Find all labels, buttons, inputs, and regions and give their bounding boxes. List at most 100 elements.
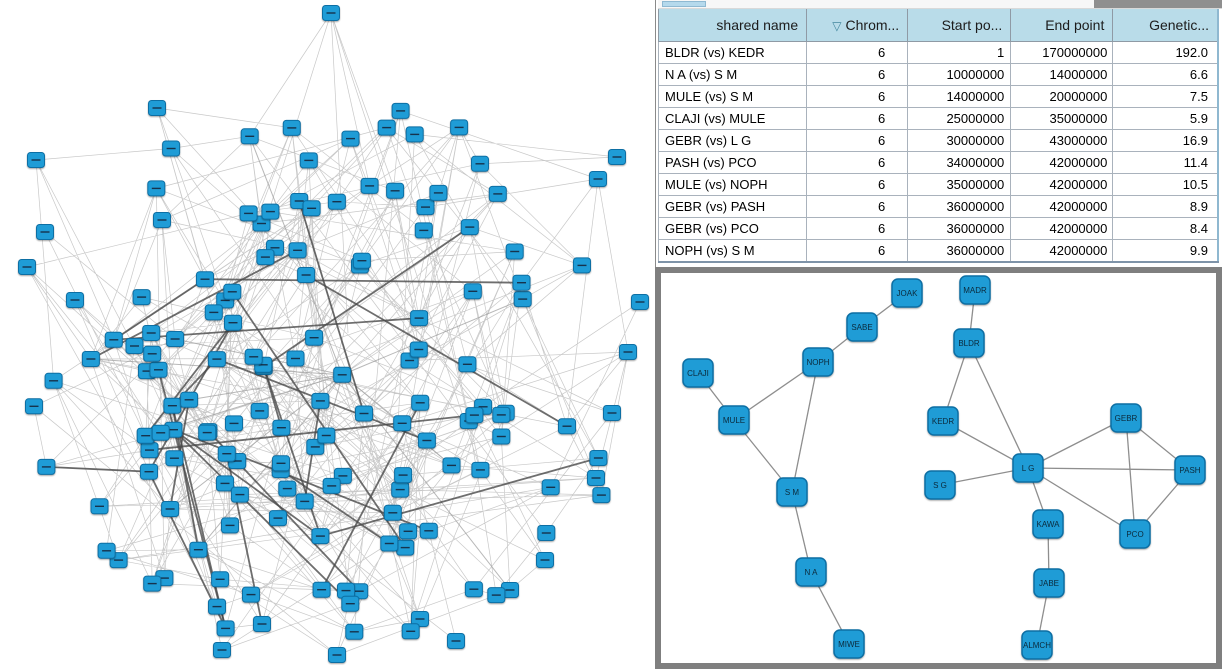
overview-node[interactable] <box>66 292 84 308</box>
overview-node[interactable] <box>488 185 507 202</box>
column-header-end_point[interactable]: End point <box>1010 8 1114 42</box>
overview-node[interactable] <box>282 119 301 136</box>
cell-start_point[interactable]: 36000000 <box>907 217 1012 240</box>
overview-node[interactable] <box>225 415 243 432</box>
table-row[interactable]: PASH (vs) PCO 6 34000000 42000000 11.4 <box>657 151 1219 174</box>
overview-node[interactable] <box>442 457 461 474</box>
overview-node[interactable] <box>587 470 605 486</box>
overview-node[interactable] <box>393 415 412 432</box>
subnetwork-node-MIWE[interactable]: MIWE <box>833 629 865 659</box>
overview-node[interactable] <box>492 406 511 423</box>
overview-node[interactable] <box>140 463 158 480</box>
overview-node[interactable] <box>460 219 479 236</box>
cell-shared_name[interactable]: BLDR (vs) KEDR <box>657 41 808 64</box>
overview-node[interactable] <box>333 366 352 383</box>
cell-genetic[interactable]: 10.5 <box>1112 173 1219 196</box>
overview-node[interactable] <box>162 140 181 157</box>
subnetwork-node-N A[interactable]: N A <box>795 557 827 587</box>
overview-node[interactable] <box>198 424 217 441</box>
cell-shared_name[interactable]: MULE (vs) S M <box>657 85 808 108</box>
overview-node[interactable] <box>341 595 360 612</box>
overview-node[interactable] <box>541 479 560 496</box>
overview-edge[interactable] <box>172 428 321 537</box>
overview-edge[interactable] <box>145 322 234 437</box>
overview-node[interactable] <box>180 391 199 408</box>
subnetwork-node-CLAJI[interactable]: CLAJI <box>682 358 714 388</box>
overview-node[interactable] <box>464 581 483 598</box>
subnetwork-node-SABE[interactable]: SABE <box>846 312 878 342</box>
overview-node[interactable] <box>311 528 330 545</box>
cell-chromosome[interactable]: 6 <box>806 217 909 240</box>
subnetwork-node-ALMCH[interactable]: ALMCH <box>1021 630 1053 660</box>
overview-node[interactable] <box>505 243 524 260</box>
subnetwork-node-JABE[interactable]: JABE <box>1033 568 1065 598</box>
table-row[interactable]: N A (vs) S M 6 10000000 14000000 6.6 <box>657 63 1219 86</box>
cell-start_point[interactable]: 34000000 <box>907 151 1012 174</box>
cell-end_point[interactable]: 20000000 <box>1010 85 1114 108</box>
overview-edge[interactable] <box>305 274 568 428</box>
overview-node[interactable] <box>414 222 433 239</box>
cell-chromosome[interactable]: 6 <box>806 151 909 174</box>
table-row[interactable]: GEBR (vs) L G 6 30000000 43000000 16.9 <box>657 129 1219 152</box>
overview-edge[interactable] <box>113 278 206 341</box>
overview-node[interactable] <box>216 620 235 637</box>
overview-node[interactable] <box>352 252 371 269</box>
overview-edge[interactable] <box>298 200 365 414</box>
subnetwork-node-BLDR[interactable]: BLDR <box>953 328 985 358</box>
table-row[interactable]: GEBR (vs) PCO 6 36000000 42000000 8.4 <box>657 217 1219 240</box>
overview-node[interactable] <box>44 372 63 389</box>
cell-genetic[interactable]: 192.0 <box>1112 41 1219 64</box>
overview-node[interactable] <box>450 119 469 136</box>
overview-node[interactable] <box>37 458 56 475</box>
subnetwork-edge-L G-PASH[interactable] <box>1027 467 1191 471</box>
overview-node[interactable] <box>573 257 591 274</box>
overview-edge[interactable] <box>231 291 406 549</box>
overview-node[interactable] <box>242 586 260 603</box>
overview-node[interactable] <box>312 581 331 598</box>
overview-edge[interactable] <box>113 317 420 341</box>
subnetwork-edge-L G-PCO[interactable] <box>1027 467 1136 535</box>
scrollbar-thumb[interactable] <box>662 1 706 7</box>
overview-node[interactable] <box>619 344 637 360</box>
overview-node[interactable] <box>166 331 185 347</box>
subnetwork-edge-L G-GEBR[interactable] <box>1027 417 1127 469</box>
overview-node[interactable] <box>240 128 259 145</box>
cell-genetic[interactable]: 16.9 <box>1112 129 1219 152</box>
overview-node[interactable] <box>142 325 161 341</box>
overview-node[interactable] <box>261 203 280 220</box>
overview-edge[interactable] <box>171 358 218 407</box>
cell-start_point[interactable]: 25000000 <box>907 107 1012 130</box>
cell-chromosome[interactable]: 6 <box>806 41 909 64</box>
overview-node[interactable] <box>631 294 649 310</box>
table-row[interactable]: NOPH (vs) S M 6 36000000 42000000 9.9 <box>657 239 1219 263</box>
column-header-shared_name[interactable]: shared name <box>657 8 808 42</box>
overview-node[interactable] <box>410 310 429 327</box>
cell-chromosome[interactable]: 6 <box>806 195 909 218</box>
cell-end_point[interactable]: 170000000 <box>1010 41 1114 64</box>
overview-node[interactable] <box>463 283 482 300</box>
overview-node[interactable] <box>207 351 226 368</box>
cell-start_point[interactable]: 1 <box>907 41 1012 64</box>
cell-chromosome[interactable]: 6 <box>806 63 909 86</box>
overview-node[interactable] <box>104 331 123 348</box>
overview-node[interactable] <box>125 338 144 354</box>
overview-node[interactable] <box>163 397 182 414</box>
overview-node[interactable] <box>269 510 287 527</box>
overview-node[interactable] <box>204 304 223 321</box>
overview-node[interactable] <box>411 611 429 627</box>
overview-node[interactable] <box>151 424 170 441</box>
overview-node[interactable] <box>589 450 608 466</box>
cell-start_point[interactable]: 30000000 <box>907 129 1012 152</box>
overview-node[interactable] <box>286 350 305 367</box>
subnetwork-node-MADR[interactable]: MADR <box>959 275 991 305</box>
subnetwork-node-PCO[interactable]: PCO <box>1119 519 1151 549</box>
subnetwork-node-MULE[interactable]: MULE <box>718 405 750 435</box>
overview-node[interactable] <box>213 642 231 658</box>
table-row[interactable]: GEBR (vs) PASH 6 36000000 42000000 8.9 <box>657 195 1219 218</box>
overview-node[interactable] <box>512 274 531 291</box>
overview-edge[interactable] <box>320 457 599 537</box>
cell-end_point[interactable]: 14000000 <box>1010 63 1114 86</box>
overview-node[interactable] <box>149 361 168 378</box>
overview-node[interactable] <box>411 394 430 411</box>
cell-genetic[interactable]: 5.9 <box>1112 107 1219 130</box>
